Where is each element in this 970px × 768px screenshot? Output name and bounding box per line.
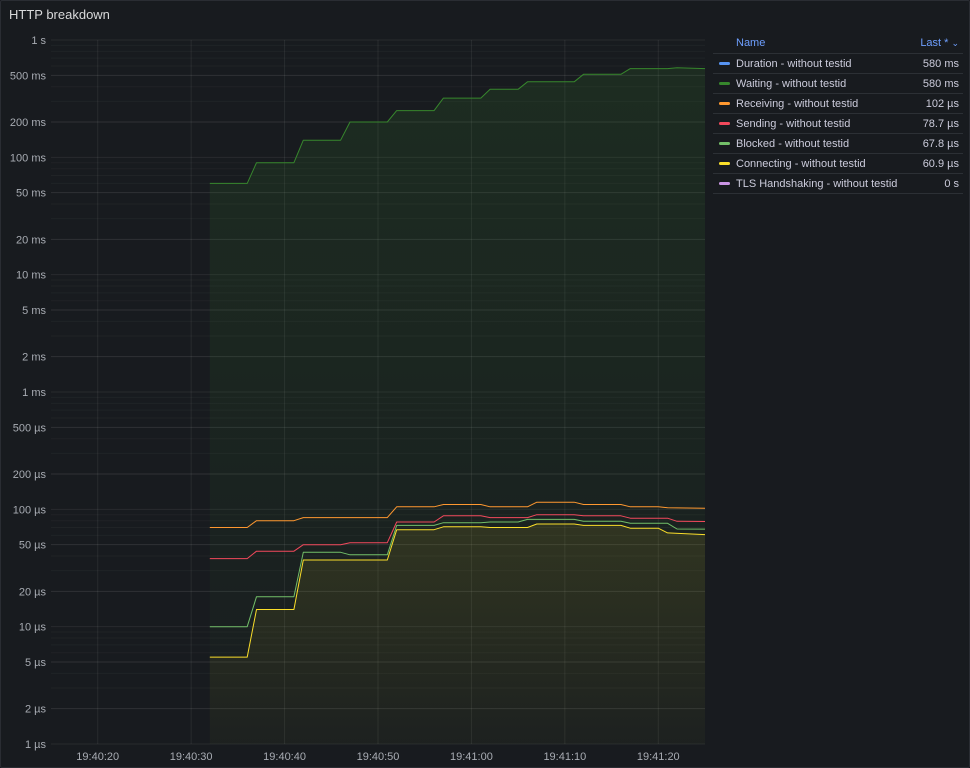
y-tick-label: 500 ms [10,70,47,82]
chevron-down-icon: ⌄ [951,38,959,48]
y-tick-label: 10 ms [16,270,46,282]
legend-item-name: TLS Handshaking - without testid [736,177,898,190]
series-line [209,514,706,560]
legend: Name Last * ⌄ Duration - without testid 58… [713,33,963,194]
x-tick-label: 19:41:00 [450,751,493,763]
y-tick-label: 200 ms [10,117,47,129]
legend-item-last: 580 ms [922,57,959,70]
legend-swatch [719,122,730,125]
y-tick-label: 1 ms [22,387,46,399]
legend-rows: Duration - without testid 580 ms Waiting -… [713,54,963,194]
series-area [209,524,706,744]
series-line [209,523,706,658]
y-tick-label: 10 µs [19,622,47,634]
legend-last-header[interactable]: Last * ⌄ [920,37,959,49]
legend-item-name: Receiving - without testid [736,97,859,110]
y-tick-label: 1 µs [25,739,47,751]
legend-item-name: Waiting - without testid [736,77,847,90]
x-tick-label: 19:40:20 [76,751,119,763]
y-tick-label: 200 µs [13,469,47,481]
legend-name-header[interactable]: Name [736,37,766,49]
legend-item-name: Duration - without testid [736,57,852,70]
y-tick-label: 2 µs [25,704,47,716]
legend-item[interactable]: Duration - without testid 580 ms [713,54,963,74]
legend-swatch [719,102,730,105]
legend-item[interactable]: Connecting - without testid 60.9 µs [713,154,963,174]
x-tick-label: 19:40:30 [170,751,213,763]
legend-item[interactable]: TLS Handshaking - without testid 0 s [713,174,963,194]
legend-item-last: 67.8 µs [922,137,959,150]
x-tick-label: 19:40:40 [263,751,306,763]
x-tick-label: 19:40:50 [357,751,400,763]
legend-item[interactable]: Blocked - without testid 67.8 µs [713,134,963,154]
panel-title[interactable]: HTTP breakdown [9,7,110,22]
y-tick-label: 1 s [31,35,46,47]
series-line [209,501,706,528]
legend-item-last: 0 s [944,177,959,190]
y-tick-label: 100 ms [10,152,47,164]
legend-item-last: 60.9 µs [922,157,959,170]
legend-swatch [719,162,730,165]
legend-swatch [719,62,730,65]
legend-item[interactable]: Waiting - without testid 580 ms [713,74,963,94]
legend-header: Name Last * ⌄ [713,33,963,54]
legend-item[interactable]: Sending - without testid 78.7 µs [713,114,963,134]
legend-item-name: Sending - without testid [736,117,851,130]
y-tick-label: 100 µs [13,504,47,516]
y-tick-label: 5 µs [25,657,47,669]
legend-swatch [719,182,730,185]
legend-item-name: Connecting - without testid [736,157,866,170]
y-tick-label: 50 ms [16,188,46,200]
y-tick-label: 5 ms [22,305,46,317]
y-tick-label: 20 ms [16,234,46,246]
legend-item-last: 102 µs [925,97,959,110]
legend-item-name: Blocked - without testid [736,137,850,150]
legend-swatch [719,82,730,85]
y-tick-label: 50 µs [19,540,47,552]
legend-item[interactable]: Receiving - without testid 102 µs [713,94,963,114]
series-line [209,67,706,184]
legend-item-last: 78.7 µs [922,117,959,130]
x-tick-label: 19:41:20 [637,751,680,763]
series-line [209,518,706,628]
x-tick-label: 19:41:10 [543,751,586,763]
legend-swatch [719,142,730,145]
y-tick-label: 2 ms [22,352,46,364]
y-tick-label: 500 µs [13,422,47,434]
y-tick-label: 20 µs [19,586,47,598]
legend-item-last: 580 ms [922,77,959,90]
